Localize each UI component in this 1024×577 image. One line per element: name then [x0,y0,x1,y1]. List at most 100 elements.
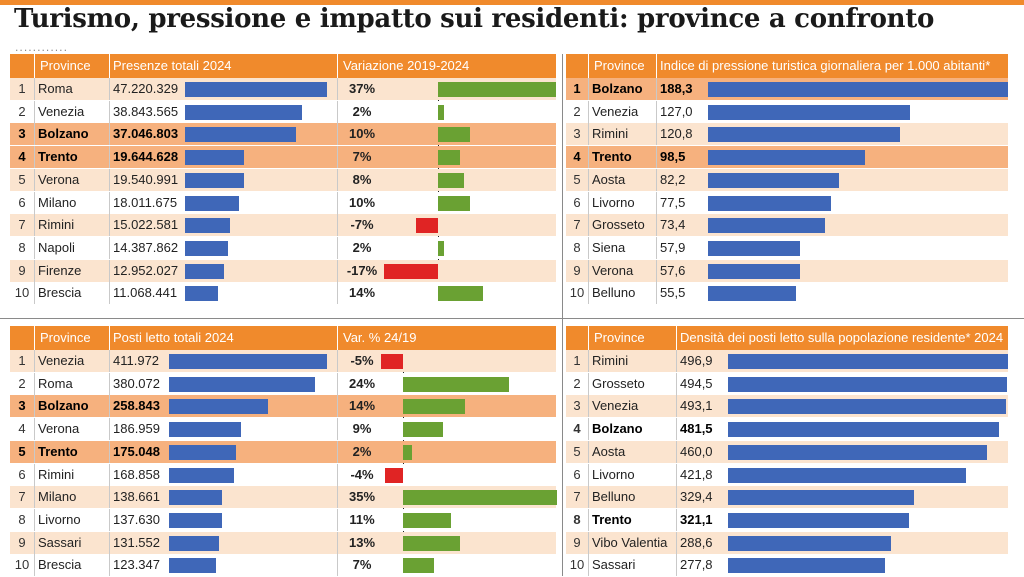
rank-cell: 2 [18,103,26,119]
province-cell: Bolzano [38,398,89,414]
cell-separator [34,531,35,554]
cell-separator [656,123,657,146]
cell-separator [109,214,110,237]
value-cell: 12.952.027 [113,262,179,278]
change-label: 35% [348,489,376,505]
rank-cell: 5 [18,171,26,187]
rank-cell: 8 [573,511,581,527]
cell-separator [109,78,110,100]
province-cell: Belluno [592,489,636,505]
table-row: 8 Napoli 14.387.862 2% [10,236,556,259]
header-value: Presenze totali 2024 [113,58,232,73]
value-bar [185,195,240,211]
cell-separator [34,508,35,531]
province-cell: Brescia [38,557,82,573]
province-cell: Sassari [592,557,636,573]
rank-cell: 7 [18,217,26,233]
cell-separator [588,508,589,531]
province-cell: Rimini [38,217,75,233]
cell-separator [656,168,657,191]
cell-separator [34,168,35,191]
cell-separator [656,214,657,237]
cell-separator [109,531,110,554]
value-bar [185,104,302,120]
value-bar [708,104,911,120]
cell-separator [337,236,338,259]
province-cell: Venezia [592,103,639,119]
change-bar-positive [438,104,445,120]
value-bar [169,512,222,528]
change-label: 7% [352,149,372,165]
cell-separator [337,440,338,463]
value-cell: 138.661 [113,489,160,505]
rank-cell: 6 [18,466,26,482]
table-row: 4 Bolzano 481,5 [566,418,1008,441]
change-bar-negative [381,354,403,369]
value-cell: 18.011.675 [113,194,178,210]
change-bar-positive [403,535,461,551]
rank-cell: 8 [573,239,581,255]
header-change: Variazione 2019-2024 [343,58,470,73]
rank-cell: 4 [573,149,581,165]
cell-separator [588,395,589,418]
cell-separator [34,214,35,237]
province-cell: Verona [592,262,634,278]
province-cell: Siena [592,239,626,255]
cell-separator [588,100,589,123]
rank-cell: 7 [18,489,26,505]
rank-cell: 9 [573,534,581,550]
change-label: 14% [348,285,376,301]
cell-separator [676,508,677,531]
table-row: 9 Firenze 12.952.027 -17% [10,259,556,282]
cell-separator [34,463,35,486]
cell-separator [656,191,657,214]
cell-separator [34,191,35,214]
province-cell: Livorno [592,194,635,210]
province-cell: Bolzano [592,421,643,437]
value-cell: 120,8 [660,126,693,142]
header-separator [337,326,338,350]
province-cell: Bolzano [38,126,89,142]
province-cell: Livorno [592,466,635,482]
table-row: 9 Sassari 131.552 13% [10,531,556,554]
change-bar-positive [403,399,465,415]
header-separator [109,326,110,350]
change-label: 14% [348,398,376,414]
rank-cell: 3 [573,126,581,142]
province-cell: Brescia [38,285,82,301]
value-cell: 55,5 [660,285,686,301]
value-bar [185,172,244,188]
province-cell: Sassari [38,534,82,550]
cell-separator [588,191,589,214]
province-cell: Trento [38,443,78,459]
cell-separator [34,146,35,169]
value-cell: 175.048 [113,443,160,459]
table-row: 3 Rimini 120,8 [566,123,1008,146]
value-cell: 288,6 [680,534,713,550]
value-bar [708,127,901,143]
top-accent-bar [0,0,1024,5]
value-cell: 47.220.329 [113,81,179,96]
cell-separator [588,418,589,441]
rank-cell: 3 [18,398,26,414]
province-cell: Grosseto [592,217,645,233]
change-bar-positive [438,286,483,302]
change-bar-positive [403,512,452,528]
header-province: Province [594,58,645,73]
value-bar [728,376,1007,392]
value-cell: 493,1 [680,398,713,414]
value-bar [708,82,1008,97]
table-row: 4 Trento 98,5 [566,146,1008,169]
cell-separator [588,168,589,191]
value-cell: 329,4 [680,489,713,505]
cell-separator [676,531,677,554]
table-row: 10 Sassari 277,8 [566,554,1008,577]
value-bar [708,240,801,256]
cell-separator [588,350,589,372]
table-row: 2 Roma 380.072 24% [10,372,556,395]
value-bar [708,172,839,188]
cell-separator [34,486,35,509]
table-header: Province Indice di pressione turistica gi… [566,54,1008,78]
panel-pressione: Province Indice di pressione turistica gi… [566,54,1008,305]
header-separator [109,54,110,78]
